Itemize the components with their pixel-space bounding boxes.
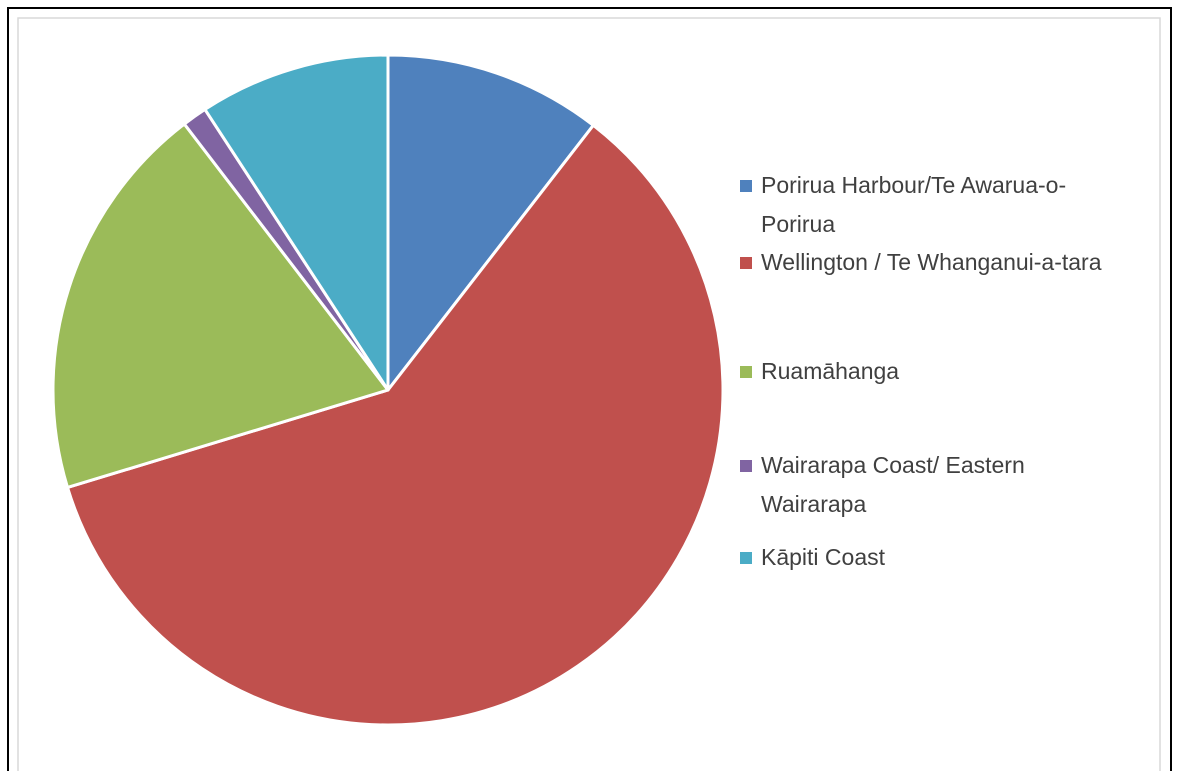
pie-slice <box>66 123 725 727</box>
chart-area <box>17 17 1161 771</box>
legend-swatch <box>740 366 752 378</box>
legend-swatch <box>740 460 752 472</box>
legend-label: Kāpiti Coast <box>761 544 886 570</box>
legend-swatch <box>740 552 752 564</box>
legend-label: Wellington / Te Whanganui-a-tara <box>761 249 1102 275</box>
legend-item: Kāpiti Coast <box>740 538 1120 577</box>
legend-swatch <box>740 257 752 269</box>
legend-label: Wairarapa Coast/ Eastern Wairarapa <box>761 452 1025 517</box>
legend-item: Ruamāhanga <box>740 352 1120 391</box>
frame <box>7 7 1172 771</box>
pie-slice <box>386 53 595 392</box>
legend-swatch <box>740 180 752 192</box>
legend-item: Wairarapa Coast/ Eastern Wairarapa <box>740 446 1120 524</box>
legend-item: Wellington / Te Whanganui-a-tara <box>740 243 1120 282</box>
legend-label: Ruamāhanga <box>761 358 900 384</box>
legend-item: Porirua Harbour/Te Awarua-o-Porirua <box>740 166 1120 244</box>
legend-label: Porirua Harbour/Te Awarua-o-Porirua <box>761 172 1067 237</box>
pie-slice <box>203 53 390 392</box>
pie-slice <box>51 122 390 489</box>
